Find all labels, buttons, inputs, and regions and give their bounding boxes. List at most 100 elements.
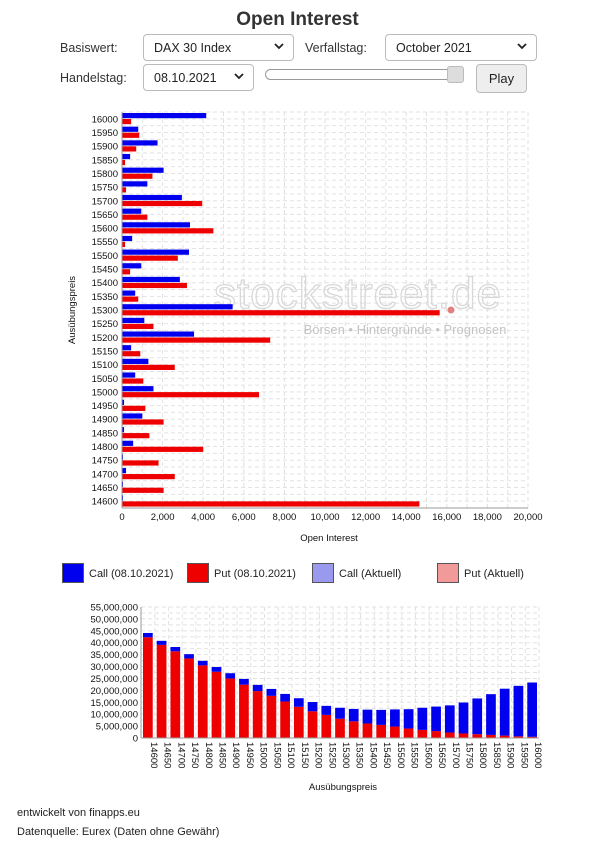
y-tick-label: 14850 <box>92 428 118 439</box>
y-tick-label: 15200 <box>92 333 118 344</box>
x-tick-label: 14900 <box>230 742 241 768</box>
x-tick-label: 14750 <box>189 742 200 768</box>
bar-put <box>122 159 126 166</box>
x-axis-title: Ausübungspreis <box>309 782 377 793</box>
footer-source: Datenquelle: Eurex (Daten ohne Gewähr) <box>17 826 220 838</box>
x-tick-label: 15350 <box>354 742 365 768</box>
verfallstag-value: October 2021 <box>396 41 472 55</box>
legend-swatch <box>187 563 209 583</box>
legend-label: Call (08.10.2021) <box>89 568 174 580</box>
y-tick-label: 15800 <box>92 169 118 180</box>
bar-call <box>122 126 139 132</box>
bar-put <box>184 658 194 738</box>
y-tick-label: 15300 <box>92 306 118 317</box>
x-tick-label: 15800 <box>477 742 488 768</box>
y-tick-label: 15050 <box>92 374 118 385</box>
bar-put <box>122 269 131 275</box>
bar-put <box>122 323 154 330</box>
bar-put <box>122 392 260 398</box>
y-tick-label: 10,000,000 <box>90 710 138 721</box>
bar-put <box>122 241 126 248</box>
bar-put <box>122 310 440 316</box>
page-title: Open Interest <box>236 9 359 30</box>
bar-call <box>362 709 373 724</box>
bar-put <box>307 711 318 738</box>
x-tick-label: 15850 <box>491 742 502 768</box>
x-tick-label: 15100 <box>285 742 296 768</box>
bar-put <box>156 644 167 738</box>
date-slider-handle[interactable] <box>447 66 464 83</box>
bar-call <box>122 140 158 146</box>
x-tick-label: 14650 <box>162 742 173 768</box>
x-axis-title: Open Interest <box>300 533 358 544</box>
handelstag-select[interactable]: 08.10.2021 <box>143 64 254 91</box>
bar-call <box>184 654 194 659</box>
verfallstag-select[interactable]: October 2021 <box>385 34 537 61</box>
bar-call <box>122 358 149 364</box>
basiswert-value: DAX 30 Index <box>154 41 232 55</box>
bar-put <box>444 732 455 738</box>
y-tick-label: 15,000,000 <box>90 698 138 709</box>
y-tick-label: 50,000,000 <box>90 614 138 625</box>
bar-call <box>122 481 124 487</box>
bar-put <box>122 337 271 343</box>
bar-call <box>122 413 143 419</box>
y-tick-label: 15000 <box>92 387 118 398</box>
bar-put <box>170 651 181 738</box>
play-button[interactable]: Play <box>476 64 527 93</box>
x-tick-label: 4,000 <box>191 512 215 523</box>
bar-call <box>527 682 537 737</box>
y-tick-label: 15450 <box>92 265 118 276</box>
bar-put <box>122 446 204 452</box>
watermark-dot <box>447 306 455 314</box>
x-tick-label: 15900 <box>505 742 516 768</box>
y-tick-label: 14600 <box>92 497 118 508</box>
bar-put <box>122 200 203 207</box>
y-tick-label: 15100 <box>92 360 118 371</box>
bar-put <box>122 187 127 193</box>
legend-swatch <box>312 563 334 583</box>
chevron-down-icon <box>517 43 527 50</box>
bar-put <box>225 678 236 738</box>
bar-put <box>335 718 345 738</box>
x-tick-label: 6,000 <box>232 512 256 523</box>
x-tick-label: 14,000 <box>392 512 421 523</box>
basiswert-select[interactable]: DAX 30 Index <box>143 34 294 61</box>
x-tick-label: 8,000 <box>273 512 297 523</box>
bar-put <box>143 637 153 738</box>
y-tick-label: 16000 <box>92 114 118 125</box>
x-tick-label: 15250 <box>326 742 337 768</box>
y-tick-label: 14950 <box>92 401 118 412</box>
bar-call <box>239 678 249 685</box>
y-tick-label: 55,000,000 <box>90 603 138 614</box>
y-tick-label: 0 <box>133 734 138 745</box>
x-tick-label: 10,000 <box>310 512 339 523</box>
y-tick-label: 15250 <box>92 319 118 330</box>
bar-put <box>122 228 214 234</box>
y-tick-label: 40,000,000 <box>90 638 138 649</box>
y-tick-label: 15850 <box>92 155 118 166</box>
bar-put <box>197 665 208 738</box>
bar-put <box>513 736 524 738</box>
bar-call <box>122 386 154 392</box>
y-tick-label: 15650 <box>92 210 118 221</box>
bar-put <box>122 487 164 493</box>
bar-call <box>403 709 414 729</box>
x-tick-label: 14800 <box>203 742 214 768</box>
y-tick-label: 15500 <box>92 251 118 262</box>
bar-put <box>122 474 175 480</box>
bar-put <box>122 296 139 302</box>
bar-call <box>499 688 510 736</box>
legend-label: Call (Aktuell) <box>339 568 402 580</box>
y-tick-label: 20,000,000 <box>90 686 138 697</box>
bar-call <box>122 167 164 173</box>
bar-call <box>280 693 290 702</box>
y-tick-label: 14800 <box>92 442 118 453</box>
y-tick-label: 5,000,000 <box>96 722 138 733</box>
x-tick-label: 16,000 <box>432 512 461 523</box>
bar-call <box>458 702 469 734</box>
bar-call <box>122 113 207 119</box>
y-tick-label: 15700 <box>92 196 118 207</box>
bar-put <box>122 501 420 507</box>
bar-call <box>122 276 180 283</box>
